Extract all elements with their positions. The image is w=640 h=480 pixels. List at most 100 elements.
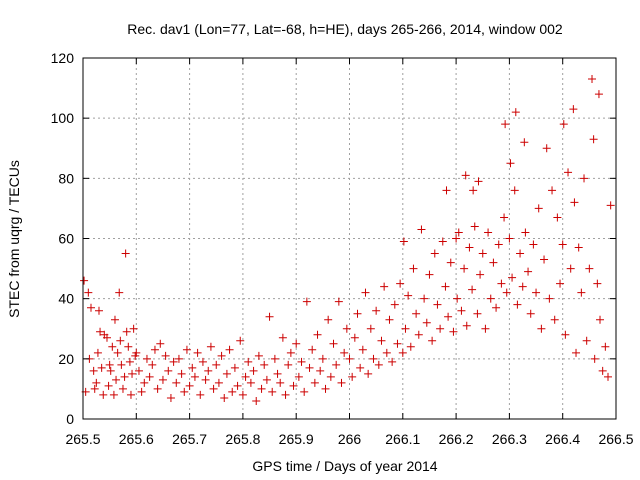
- data-point: [190, 372, 199, 381]
- data-point: [412, 309, 421, 318]
- data-point: [292, 339, 301, 348]
- data-point: [122, 327, 131, 336]
- data-point: [364, 369, 373, 378]
- data-point: [564, 168, 573, 177]
- data-point: [470, 222, 479, 231]
- x-tick-label: 266.4: [545, 431, 580, 447]
- data-point: [305, 363, 314, 372]
- data-point: [526, 309, 535, 318]
- data-point: [506, 159, 515, 168]
- data-point: [468, 285, 477, 294]
- data-point: [225, 345, 234, 354]
- data-point: [537, 324, 546, 333]
- data-point: [377, 336, 386, 345]
- data-point: [289, 381, 298, 390]
- data-point: [572, 348, 581, 357]
- data-point: [374, 360, 383, 369]
- data-point: [404, 291, 413, 300]
- data-point: [380, 282, 389, 291]
- y-tick-label: 80: [58, 170, 74, 186]
- data-point: [161, 351, 170, 360]
- data-point: [382, 348, 391, 357]
- data-point: [486, 294, 495, 303]
- data-point: [80, 276, 89, 285]
- data-point: [156, 339, 165, 348]
- data-point: [302, 297, 311, 306]
- y-axis: 0 20 40 60 80 100 120: [51, 50, 616, 427]
- data-point: [369, 354, 378, 363]
- data-point: [132, 348, 141, 357]
- data-point: [478, 249, 487, 258]
- data-point: [276, 378, 285, 387]
- data-point: [348, 372, 357, 381]
- data-point: [469, 186, 478, 195]
- data-point: [324, 315, 333, 324]
- data-point: [268, 387, 277, 396]
- data-point: [198, 357, 207, 366]
- x-tick-label: 265.8: [225, 431, 260, 447]
- data-point: [420, 294, 429, 303]
- data-point: [582, 336, 591, 345]
- data-point: [169, 357, 178, 366]
- data-point: [590, 354, 599, 363]
- data-point: [446, 258, 455, 267]
- data-point: [120, 372, 129, 381]
- data-point: [273, 369, 282, 378]
- data-point: [340, 348, 349, 357]
- x-tick-label: 266.1: [385, 431, 420, 447]
- data-point: [241, 372, 250, 381]
- data-point: [454, 228, 463, 237]
- data-point: [137, 387, 146, 396]
- data-point: [484, 228, 493, 237]
- data-point: [476, 270, 485, 279]
- data-point: [96, 327, 105, 336]
- data-point: [425, 270, 434, 279]
- x-axis-label: GPS time / Days of year 2014: [252, 458, 437, 474]
- data-point: [532, 288, 541, 297]
- data-point: [316, 366, 325, 375]
- data-point: [182, 345, 191, 354]
- data-point: [214, 378, 223, 387]
- data-point: [361, 288, 370, 297]
- data-point: [481, 324, 490, 333]
- data-point: [115, 288, 124, 297]
- data-point: [474, 177, 483, 186]
- data-point: [92, 378, 101, 387]
- data-point: [196, 390, 205, 399]
- data-point: [398, 348, 407, 357]
- data-point: [350, 333, 359, 342]
- data-point: [550, 315, 559, 324]
- y-tick-label: 0: [66, 411, 74, 427]
- data-point: [501, 120, 510, 129]
- data-point: [494, 240, 503, 249]
- data-point: [117, 360, 126, 369]
- data-point: [489, 258, 498, 267]
- x-tick-label: 266: [338, 431, 362, 447]
- data-point: [337, 378, 346, 387]
- data-point: [109, 390, 118, 399]
- data-point: [409, 264, 418, 273]
- data-point: [430, 249, 439, 258]
- data-point: [174, 354, 183, 363]
- data-point: [209, 384, 218, 393]
- data-point: [529, 240, 538, 249]
- data-point: [134, 366, 143, 375]
- data-point: [596, 315, 605, 324]
- data-point: [358, 345, 367, 354]
- data-point: [401, 324, 410, 333]
- data-point: [441, 282, 450, 291]
- data-point: [548, 186, 557, 195]
- data-point: [436, 324, 445, 333]
- data-point: [97, 363, 106, 372]
- data-point: [497, 279, 506, 288]
- data-point: [257, 384, 266, 393]
- data-point: [121, 249, 130, 258]
- data-point: [433, 300, 442, 309]
- data-point: [262, 375, 271, 384]
- data-point: [158, 375, 167, 384]
- data-point: [577, 288, 586, 297]
- data-point: [569, 105, 578, 114]
- data-point: [542, 144, 551, 153]
- data-point: [104, 381, 113, 390]
- data-point: [558, 240, 567, 249]
